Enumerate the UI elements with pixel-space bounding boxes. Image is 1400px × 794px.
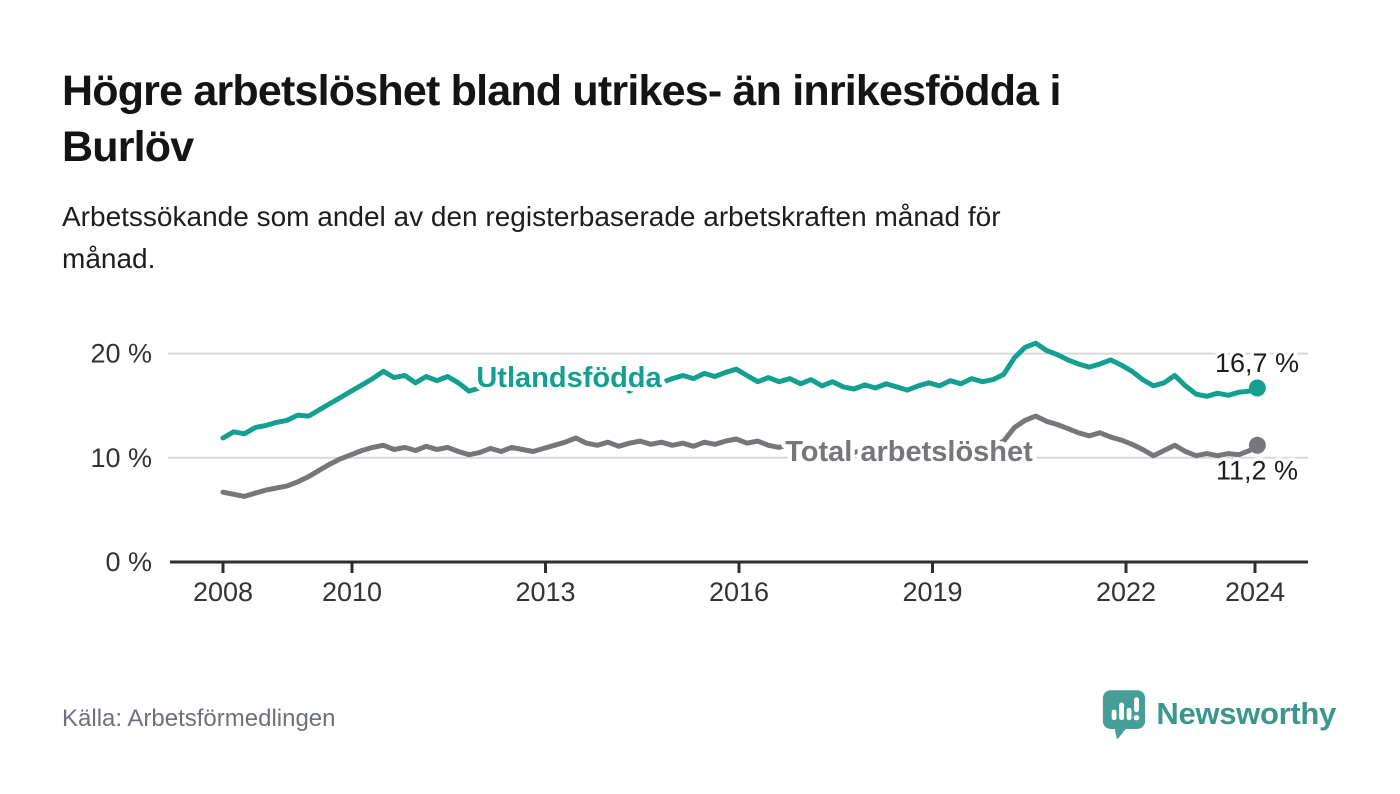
series-line-utlandsfodda [220, 340, 1263, 441]
y-tick-label: 20 % [90, 339, 152, 369]
page-title-line2: Burlöv [62, 122, 194, 171]
y-tick-label: 0 % [105, 547, 152, 577]
x-tick-label: 2019 [902, 577, 962, 607]
end-value-label-total: 11,2 % [1216, 455, 1298, 485]
chart-subtitle-line2: månad. [62, 243, 156, 274]
brand-name: Newsworthy [1156, 696, 1336, 731]
source-attribution: Källa: Arbetsförmedlingen [62, 705, 336, 732]
page-title-line1: Högre arbetslöshet bland utrikes- än inr… [62, 67, 1061, 115]
series-line-total [220, 413, 1263, 499]
newsworthy-logo[interactable]: Newsworthy [1102, 686, 1336, 742]
chart-subtitle: Arbetssökande som andel av den registerb… [62, 196, 1302, 280]
end-value-label-utlandsfodda: 16,7 % [1215, 348, 1299, 378]
end-dot-total [1248, 436, 1266, 454]
end-dot-utlandsfodda [1248, 379, 1266, 397]
x-tick-label: 2016 [709, 577, 769, 607]
speech-bubble-bar-chart-icon [1103, 690, 1146, 739]
x-tick-label: 2022 [1096, 577, 1156, 607]
series-label-utlandsfodda: Utlandsfödda [476, 362, 662, 394]
chart-subtitle-line1: Arbetssökande som andel av den registerb… [62, 201, 1001, 232]
x-tick-label: 2024 [1225, 577, 1285, 607]
page-title: Högre arbetslöshet bland utrikes- än inr… [62, 64, 1362, 176]
x-tick-label: 2013 [515, 577, 575, 607]
x-tick-label: 2010 [322, 577, 382, 607]
x-tick-label: 2008 [193, 577, 253, 607]
y-tick-label: 10 % [90, 443, 152, 473]
series-label-total: Total arbetslöshet [785, 436, 1033, 468]
